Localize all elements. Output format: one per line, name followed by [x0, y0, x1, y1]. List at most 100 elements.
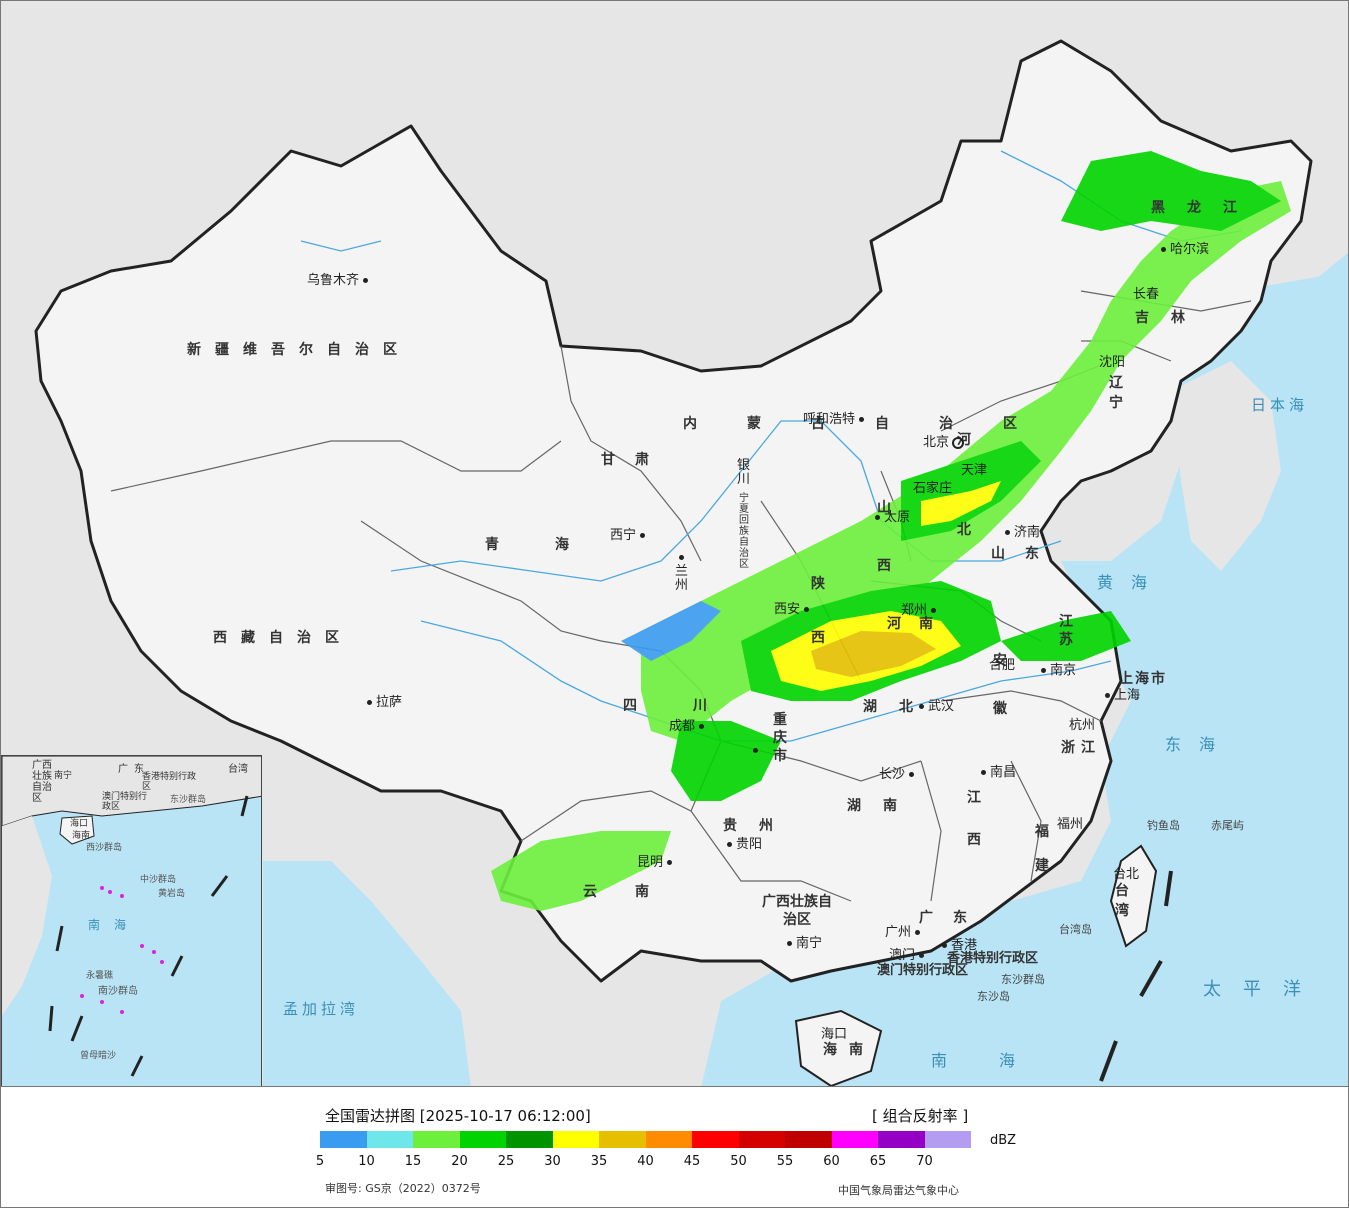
inset-label-dongsha: 东沙群岛: [170, 795, 207, 805]
city-hangzhou: 杭州: [1069, 718, 1096, 733]
city-marker-icon: [1161, 247, 1166, 252]
echo-band-northeast: [1061, 151, 1281, 231]
island-diaoyu: 钓鱼岛: [1147, 819, 1180, 832]
city-marker-icon: [667, 860, 673, 865]
city-nanjing: 南京: [1037, 659, 1076, 678]
scale-tick-label: 15: [404, 1154, 422, 1169]
city-urumqi: 乌鲁木齐: [307, 269, 372, 288]
city-lhasa: 拉萨: [363, 691, 402, 710]
city-shanghai: 上海: [1101, 684, 1140, 703]
region-guangxi: 广西壮族自治区: [762, 894, 832, 928]
color-swatch: [320, 1131, 367, 1148]
product-type: [ 组合反射率 ]: [872, 1107, 969, 1125]
scale-tick-label: 5: [315, 1154, 325, 1169]
inset-label-yongshu: 永暑礁: [86, 971, 114, 981]
city-marker-icon: [1005, 530, 1010, 535]
inset-label-hainan: 海南: [72, 831, 91, 841]
inset-label-guangxi: 广西壮族自治区: [32, 760, 52, 804]
region-jiangsu: 江苏: [1059, 614, 1073, 648]
region-hongkong: 香港特别行政区: [947, 951, 1039, 966]
color-swatch: [878, 1131, 925, 1148]
city-marker-icon: [727, 842, 732, 847]
city-xining: 西宁: [610, 524, 649, 543]
inset-label-zengmu: 曾母暗沙: [80, 1051, 117, 1061]
region-guangdong: 广东: [919, 910, 987, 926]
scale-tick-label: 20: [451, 1154, 468, 1169]
city-marker-icon: [640, 533, 646, 538]
agency-credit: 中国气象局雷达气象中心: [838, 1184, 959, 1197]
color-swatch: [552, 1131, 599, 1148]
region-gansu: 甘肃: [601, 452, 669, 468]
echo-southwest: [671, 721, 781, 801]
inset-label-huangyan: 黄岩岛: [158, 889, 186, 899]
inset-label-zhongsha: 中沙群岛: [140, 875, 177, 885]
region-hubei: 湖北: [863, 699, 935, 715]
city-taipei: 台北: [1113, 867, 1140, 882]
city-hohhot: 呼和浩特: [803, 408, 868, 427]
inset-label-haikou: 海口: [70, 819, 89, 829]
city-xian: 西安: [774, 598, 813, 617]
sea-south: 南海: [931, 1051, 1068, 1070]
city-marker-icon: [915, 930, 921, 935]
island-dongsha: 东沙岛: [977, 990, 1010, 1003]
city-fuzhou: 福州: [1057, 817, 1084, 832]
inset-label-xisha: 西沙群岛: [86, 843, 123, 853]
city-beijing: 北京: [923, 431, 967, 450]
inset-label-taiwan: 台湾: [228, 764, 248, 775]
color-swatch: [831, 1131, 878, 1148]
region-shanghai: 上海市: [1119, 671, 1167, 687]
bay-of-bengal-area: [263, 861, 471, 1086]
region-sichuan: 四川: [623, 698, 763, 714]
region-macau: 澳门特别行政区: [877, 963, 969, 978]
city-kunming: 昆明: [637, 851, 676, 870]
island-dongsha-group: 东沙群岛: [1001, 973, 1045, 986]
approval-number: 审图号: GS京（2022）0372号: [325, 1182, 481, 1195]
city-shijiazhuang: 石家庄: [913, 481, 953, 496]
city-nanning: 南宁: [783, 932, 822, 951]
region-henan: 河南: [887, 616, 951, 632]
sea-pacific: 太平洋: [1203, 979, 1323, 1000]
inset-canvas: [2, 756, 261, 1077]
city-taiyuan: 太原: [871, 506, 910, 525]
scale-tick-label: 50: [730, 1154, 747, 1169]
region-zhejiang: 浙江: [1061, 740, 1101, 756]
region-xizang: 西藏自治区: [213, 630, 353, 646]
city-wuhan: 武汉: [915, 695, 954, 714]
island-chiwei: 赤尾屿: [1211, 819, 1244, 832]
scale-tick-label: 40: [637, 1154, 654, 1169]
color-swatch: [459, 1131, 506, 1148]
region-fujian: 福建: [1035, 824, 1049, 874]
city-marker-icon: [804, 607, 810, 612]
city-changchun: 长春: [1133, 287, 1160, 302]
city-marker-icon: [363, 278, 369, 283]
inset-label-macau: 澳门特别行政区: [102, 792, 148, 812]
region-jiangxi: 江西: [967, 790, 981, 848]
region-qinghai: 青海: [485, 537, 625, 553]
scale-tick-label: 45: [683, 1154, 701, 1169]
city-marker-icon: [919, 953, 925, 958]
region-yunnan: 云南: [583, 884, 687, 900]
unit-label: dBZ: [990, 1133, 1017, 1148]
city-marker-icon: [753, 748, 758, 753]
region-anhui: 安徽: [993, 653, 1007, 717]
inset-label-nanning: 南宁: [54, 771, 73, 781]
scale-tick-label: 25: [497, 1154, 515, 1169]
city-nanchang: 南昌: [977, 761, 1016, 780]
city-jinan: 济南: [1001, 521, 1040, 540]
echo-yellow-hebei: [921, 481, 1001, 526]
region-shanxi: 山西: [877, 500, 891, 574]
scale-tick-label: 35: [590, 1154, 608, 1169]
city-marker-icon: [942, 943, 947, 948]
sea-bengal: 孟加拉湾: [283, 1000, 360, 1018]
city-marker-icon: [1041, 668, 1046, 673]
island-taiwan: 台湾岛: [1059, 923, 1092, 936]
echo-light-blue: [621, 601, 721, 661]
city-marker-icon: [1105, 693, 1110, 698]
scale-tick-label: 30: [544, 1154, 561, 1169]
sea-japan: 日本海: [1251, 396, 1309, 414]
region-xinjiang: 新疆维吾尔自治区: [187, 342, 411, 358]
region-jilin: 吉林: [1135, 310, 1207, 326]
color-swatch: [506, 1131, 553, 1148]
korea-japan-land: [1171, 361, 1281, 571]
city-marker-icon: [931, 608, 937, 613]
